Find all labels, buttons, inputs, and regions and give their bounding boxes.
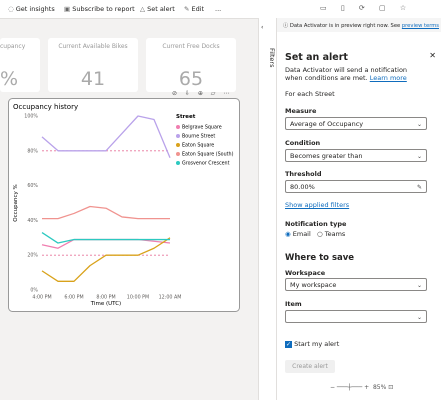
item-label: Item [285, 300, 302, 308]
condition-dropdown[interactable]: Becomes greater than ⌄ [285, 149, 427, 162]
edit[interactable]: ✎ Edit [184, 5, 205, 13]
y-tick-label: 0% [30, 288, 38, 294]
start-alert[interactable]: ✓ Start my alert [285, 340, 340, 348]
filters-pane [258, 18, 276, 400]
set-alert[interactable]: △ Set alert [140, 5, 175, 13]
y-tick-label: 60% [27, 183, 38, 189]
x-axis-label: Time (UTC) [90, 301, 121, 307]
y-tick-label: 100% [24, 114, 38, 120]
legend-title: Street [176, 114, 196, 120]
series-line [42, 205, 170, 220]
learn-more[interactable]: Learn more [369, 74, 407, 82]
card-title: cupancy [0, 43, 26, 50]
condition-label: Condition [285, 139, 321, 147]
create-alert[interactable]: Create alert [285, 360, 335, 373]
x-tick-label: 12:00 AM [159, 295, 182, 301]
legend-label: Belgrave Square [182, 125, 222, 131]
threshold-label: Threshold [285, 170, 322, 178]
label: Subscribe to report [72, 5, 135, 13]
banner-text: ⓘ Data Activator is in preview right now… [283, 23, 439, 29]
visual-header-icons[interactable]: ⊘ ⇩ ⊕ ▱ ⋯ [172, 90, 233, 97]
x-tick-label: 8:00 PM [96, 295, 115, 301]
series-line [41, 115, 171, 159]
threshold-input[interactable]: 80.00% ✎ [285, 180, 427, 193]
chart-frame [8, 98, 240, 312]
zoom-bar[interactable]: − ───┼─── + 85% ⊡ [330, 384, 394, 391]
x-tick-label: 10:00 PM [127, 295, 149, 301]
get-insights[interactable]: ◌ Get insights [8, 5, 55, 13]
card-title: Current Free Docks [162, 43, 220, 50]
value: Average of Occupancy [290, 120, 364, 128]
legend-label: Eaton Square [182, 143, 214, 149]
card: Current Available Bikes 41 [48, 38, 138, 92]
label: Start my alert [294, 340, 340, 348]
series-line [41, 232, 170, 244]
card-value: % [0, 68, 19, 90]
label: Edit [191, 5, 205, 13]
label: Teams [324, 230, 346, 238]
workspace-label: Workspace [285, 269, 326, 277]
subscribe[interactable]: ▣ Subscribe to report [64, 5, 135, 13]
series-line [41, 237, 171, 282]
legend-label: Eaton Square (South) [182, 152, 234, 158]
y-axis-label: Occupancy % [13, 184, 19, 221]
legend-swatch [176, 143, 180, 147]
y-tick-label: 40% [27, 218, 38, 224]
radio-email[interactable]: ◉ Email [285, 230, 311, 238]
label: Set alert [147, 5, 175, 13]
banner [277, 18, 441, 32]
card: cupancy% [0, 38, 40, 92]
card-value: 65 [178, 68, 204, 90]
legend-swatch [176, 152, 180, 156]
toolbar-icons[interactable]: ▭ ▯ ⟳ ▢ ☆ [320, 4, 413, 12]
card-title: Current Available Bikes [58, 43, 128, 50]
card-value: 41 [80, 68, 106, 90]
measure-label: Measure [285, 107, 317, 115]
description-text: Data Activator will send a notification … [285, 66, 408, 82]
y-tick-label: 80% [27, 148, 38, 154]
x-tick-label: 6:00 PM [64, 295, 83, 301]
legend-swatch [176, 125, 180, 129]
value: My workspace [290, 281, 337, 289]
label: Email [292, 230, 311, 238]
chart-title: Occupancy history [13, 103, 78, 111]
card: Current Free Docks 65 [146, 38, 236, 92]
x-tick-label: 4:00 PM [32, 295, 51, 301]
close[interactable]: ✕ [429, 51, 436, 60]
legend-swatch [176, 134, 180, 138]
banner-message: Data Activator is in preview right now. … [289, 23, 401, 29]
radio-teams[interactable]: ○ Teams [317, 230, 346, 238]
legend-label: Bourne Street [182, 134, 215, 140]
y-tick-label: 20% [27, 253, 38, 259]
panel-title: Set an alert [285, 52, 348, 63]
notification-label: Notification type [285, 220, 347, 228]
for-each: For each Street [285, 90, 335, 98]
save-heading: Where to save [285, 253, 355, 263]
zoom-value: 85% [372, 384, 387, 391]
banner-link[interactable]: preview terms [401, 23, 439, 29]
more[interactable]: ... [215, 5, 222, 13]
item-dropdown[interactable]: ⌄ [285, 310, 427, 323]
line-chart: Occupancy history Occupancy % Time (UTC)… [8, 98, 240, 312]
collapse[interactable]: ‹ [261, 24, 264, 31]
show-filters[interactable]: Show applied filters [285, 201, 350, 209]
label: Get insights [15, 5, 55, 13]
value: 80.00% [290, 183, 315, 191]
legend-label: Grosvenor Crescent [182, 161, 230, 167]
toolbar [0, 0, 441, 19]
workspace-dropdown[interactable]: My workspace ⌄ [285, 278, 427, 291]
alert-panel: ⓘ Data Activator is in preview right now… [276, 18, 441, 400]
description: Data Activator will send a notification … [285, 66, 425, 82]
filters-tab[interactable]: Filters [268, 48, 276, 68]
value: Becomes greater than [290, 152, 363, 160]
legend-swatch [176, 161, 180, 165]
measure-dropdown[interactable]: Average of Occupancy ⌄ [285, 117, 427, 130]
